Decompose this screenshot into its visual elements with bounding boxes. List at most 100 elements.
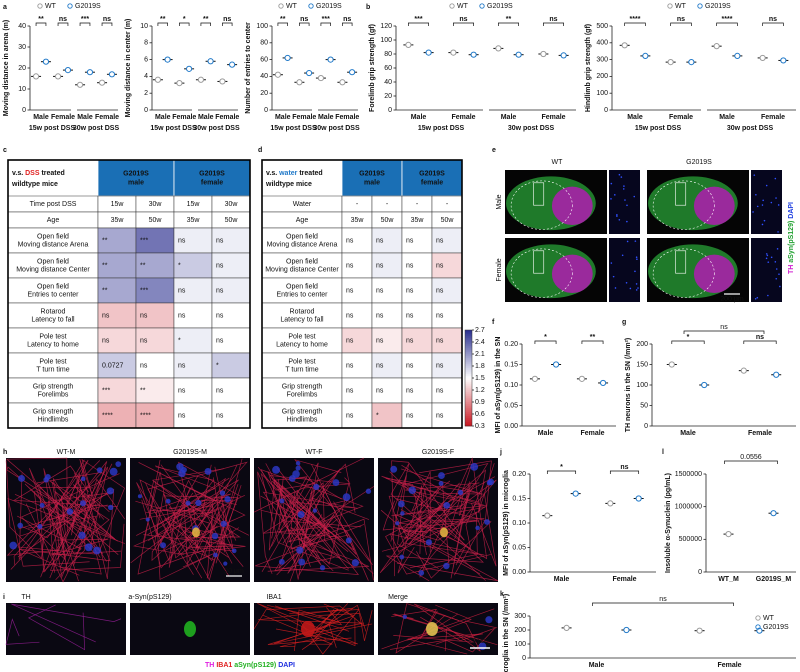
significance-label: ns <box>769 16 777 23</box>
significance-bracket <box>743 340 777 344</box>
colorbar-slice <box>465 408 472 411</box>
mean-point <box>296 79 303 86</box>
image-label: WT-F <box>305 449 322 456</box>
dapi-dot <box>626 204 628 207</box>
group-mean <box>304 69 315 77</box>
nucleus <box>332 479 340 486</box>
y-axis-title: MFI of aSyn(pS129) in microglia <box>503 470 510 576</box>
cell-text: ns <box>178 237 186 244</box>
row-label: Moving distance Arena <box>18 241 89 248</box>
mean-point <box>688 59 695 66</box>
cell-text: ns <box>346 237 354 244</box>
stain-name: aSyn(pS129) <box>788 221 795 263</box>
nucleus <box>93 546 101 555</box>
group-mean <box>738 367 749 374</box>
table-cell <box>135 227 175 254</box>
mean-point <box>98 79 106 86</box>
significance-bracket <box>299 22 310 26</box>
region-outline <box>510 248 573 298</box>
nucleus <box>185 500 191 506</box>
y-tick-label: 0 <box>522 655 526 662</box>
colorbar-slice <box>465 352 472 355</box>
dapi-dot <box>618 218 621 221</box>
group-mean <box>53 73 64 80</box>
header-highlight: DSS <box>25 170 40 177</box>
table-cell <box>211 327 251 354</box>
table-cell <box>341 227 373 254</box>
table-border <box>261 159 463 429</box>
cell-text: ns <box>376 387 384 394</box>
image-label: Merge <box>388 594 408 601</box>
nucleus <box>223 561 228 566</box>
y-tick-label: 0 <box>264 107 268 114</box>
colorbar-label: 0.6 <box>475 411 485 418</box>
fiber <box>315 604 367 633</box>
table-border <box>7 159 251 429</box>
table-cell <box>371 402 403 429</box>
colorbar-slice <box>465 380 472 383</box>
header-prefix: v.s. <box>12 170 25 177</box>
y-tick-label: 1000000 <box>675 504 702 511</box>
fiber <box>266 604 339 651</box>
table-header: wildtype mice <box>11 181 58 188</box>
nucleus <box>365 488 372 494</box>
dapi-strip <box>609 170 640 234</box>
fiber <box>389 533 485 556</box>
fiber <box>391 460 465 577</box>
y-tick-label: 120 <box>380 23 392 30</box>
group-mean <box>598 379 609 387</box>
cell-text: 30w <box>149 201 163 208</box>
group-mean <box>205 58 216 65</box>
cell-text: 35w <box>411 217 425 224</box>
row-label: T turn time <box>285 366 318 373</box>
group-mean <box>666 361 677 368</box>
colorbar-slice <box>465 386 472 389</box>
colorbar-slice <box>465 342 472 345</box>
fiber <box>147 501 208 548</box>
fiber <box>20 473 120 560</box>
period-label: 15w post DSS <box>150 125 197 132</box>
dapi-dot <box>753 174 756 176</box>
nucleus <box>9 541 18 550</box>
cell-text: ** <box>102 237 108 244</box>
fiber <box>11 603 122 643</box>
nucleus <box>39 502 45 508</box>
cell-text: * <box>216 362 219 369</box>
nucleus <box>457 489 464 496</box>
table-cell <box>401 227 433 254</box>
significance-bracket <box>101 22 113 26</box>
row-label: Male <box>496 194 503 209</box>
significance-bracket <box>35 22 47 26</box>
nucleus <box>399 554 405 560</box>
row-label: Grip strength <box>33 408 74 415</box>
dapi-dot <box>778 273 780 275</box>
y-tick-label: 10 <box>140 23 148 30</box>
colorbar-slice <box>465 422 472 425</box>
mean-point <box>327 56 334 63</box>
legend-marker <box>697 3 703 9</box>
table-cell <box>371 352 403 379</box>
x-tick-label: WT_M <box>718 576 739 583</box>
table-cell <box>135 402 175 429</box>
fiber <box>274 605 350 648</box>
dapi-dot <box>635 283 638 285</box>
dapi-dot <box>777 231 779 233</box>
cell-text: ns <box>406 362 414 369</box>
nucleus <box>109 467 118 476</box>
table-cell <box>371 227 403 254</box>
cell-text: - <box>386 201 389 208</box>
colorbar-slice <box>465 406 472 409</box>
nucleus <box>115 461 122 467</box>
group-header: male <box>364 179 380 186</box>
group-mean <box>84 69 95 76</box>
colorbar-slice <box>465 372 472 375</box>
table-cell <box>211 227 251 254</box>
period-label: 15w post DSS <box>29 125 76 132</box>
fiber <box>288 486 375 547</box>
row-label: Moving distance Center <box>265 266 339 273</box>
group-mean <box>513 51 524 58</box>
row-label: Open field <box>286 283 318 290</box>
group-mean <box>558 52 569 59</box>
table-cell <box>401 352 433 379</box>
table-cell <box>135 277 175 304</box>
